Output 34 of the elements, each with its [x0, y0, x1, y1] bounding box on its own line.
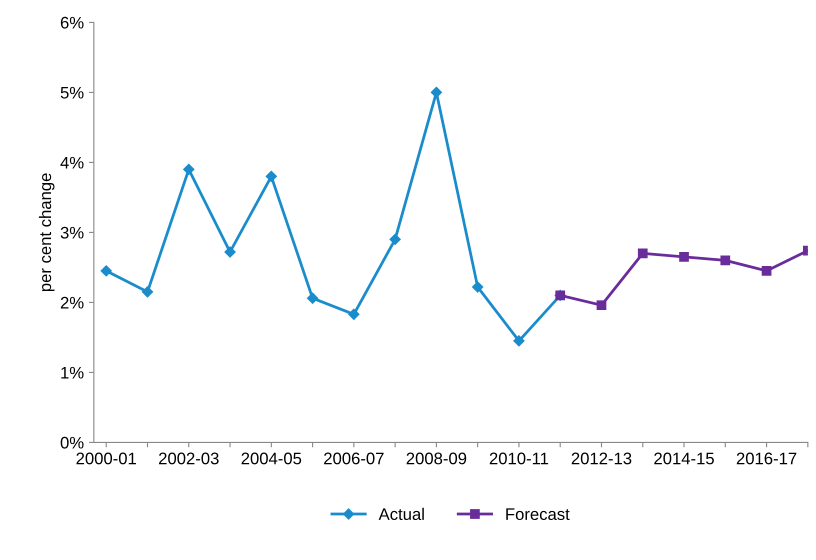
x-tick-label: 2014-15 [654, 452, 714, 464]
x-tick-label: 2016-17 [736, 452, 796, 464]
y-tick-label: 1% [61, 366, 84, 379]
y-tick-label: 2% [60, 296, 84, 309]
x-tick-label: 2006-07 [324, 452, 384, 464]
x-tick-label: 2004-05 [242, 452, 302, 464]
y-tick-label: 5% [60, 86, 84, 99]
point [390, 234, 401, 246]
y-tick-label: 6% [60, 16, 84, 29]
point [679, 252, 689, 262]
point [513, 335, 525, 347]
x-tick-label: 2000-01 [76, 452, 136, 464]
point [224, 246, 236, 258]
y-tick-label: 0% [60, 436, 84, 449]
point [100, 265, 112, 277]
point [142, 286, 154, 298]
point [596, 300, 606, 310]
point [762, 266, 772, 276]
x-tick-label: 2012-13 [572, 452, 632, 464]
y-tick-label: 4% [60, 156, 84, 169]
x-tick-label: 2010-11 [490, 452, 548, 464]
y-tick-label: 3% [60, 226, 84, 239]
y-axis-title: per cent change [38, 173, 54, 292]
legend-label: Forecast [506, 508, 570, 520]
point [306, 292, 318, 304]
point [348, 308, 360, 320]
point [183, 164, 194, 176]
point [720, 256, 730, 266]
point [472, 281, 484, 293]
point [266, 170, 277, 182]
x-tick-label: 2008-09 [406, 452, 466, 464]
x-tick-label: 2002-03 [159, 452, 219, 464]
legend-label: Actual [378, 508, 424, 520]
point [638, 248, 648, 258]
